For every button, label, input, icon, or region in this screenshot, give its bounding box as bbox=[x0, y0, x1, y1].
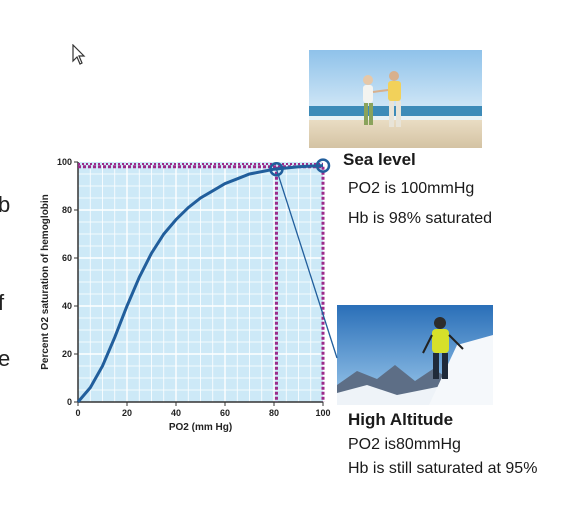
edge-text-1: b bbox=[0, 192, 11, 217]
chart-canvas: 0 20 40 60 80 100 0 20 40 60 80 100 Percent O2 satu… bbox=[40, 157, 331, 433]
y-tick-label: 100 bbox=[57, 157, 72, 167]
x-tick-label: 60 bbox=[220, 408, 230, 418]
high-altitude-po2: PO2 is80mmHg bbox=[348, 436, 461, 453]
y-tick-label: 60 bbox=[62, 253, 72, 263]
x-axis-label: PO2 (mm Hg) bbox=[169, 422, 232, 433]
y-tick-label: 0 bbox=[67, 397, 72, 407]
sea-level-heading: Sea level bbox=[343, 150, 416, 169]
x-tick-label: 80 bbox=[269, 408, 279, 418]
high-altitude-photo bbox=[337, 305, 493, 405]
edge-text-3: e bbox=[0, 346, 11, 371]
mouse-pointer-icon bbox=[72, 44, 86, 65]
edge-text-2: f bbox=[0, 290, 5, 315]
tick-labels: 0 20 40 60 80 100 0 20 40 60 80 100 bbox=[57, 157, 331, 418]
high-altitude-heading: High Altitude bbox=[348, 410, 454, 429]
sea-level-photo bbox=[309, 50, 482, 148]
y-tick-label: 20 bbox=[62, 349, 72, 359]
oxygen-dissociation-chart: 0 20 40 60 80 100 0 20 40 60 80 100 Percent O2 satu… bbox=[36, 150, 340, 440]
x-tick-label: 100 bbox=[315, 408, 330, 418]
sea-level-saturation: Hb is 98% saturated bbox=[348, 210, 493, 227]
sea-level-po2: PO2 is 100mmHg bbox=[348, 180, 475, 197]
x-tick-label: 40 bbox=[171, 408, 181, 418]
y-tick-label: 40 bbox=[62, 301, 72, 311]
y-tick-label: 80 bbox=[62, 205, 72, 215]
x-tick-label: 0 bbox=[75, 408, 80, 418]
axes bbox=[77, 162, 323, 403]
high-altitude-saturation: Hb is still saturated at 95% bbox=[348, 460, 538, 477]
y-axis-label: Percent O2 saturation of hemoglobin bbox=[40, 194, 51, 370]
x-tick-label: 20 bbox=[122, 408, 132, 418]
